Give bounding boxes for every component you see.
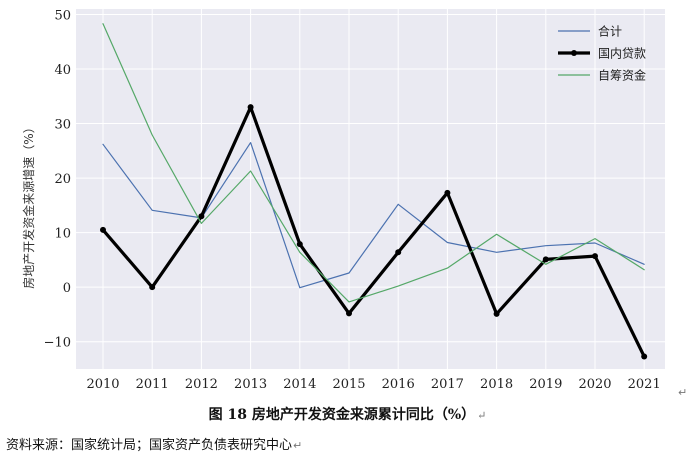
plot-background [76,9,665,369]
series-line [102,142,645,289]
data-point [296,241,303,248]
x-tick-label: 2021 [628,377,661,392]
legend-label: 合计 [598,24,622,39]
legend-label: 自筹资金 [598,68,646,83]
caption-return-mark: ↵ [477,409,487,422]
y-tick-labels: −10 0 10 20 30 40 50 [44,8,71,350]
series-line [101,105,646,359]
x-tick-label: 2010 [86,377,119,392]
x-tick-label: 2011 [136,377,169,392]
x-axis-end-mark: ↵ [678,386,687,399]
x-tick-label: 2019 [529,377,562,392]
x-tick-label: 2015 [332,377,365,392]
y-tick-label: 20 [54,172,71,187]
data-point [542,256,549,263]
x-tick-label: 2012 [185,377,218,392]
data-point [444,189,451,196]
gridlines [76,9,665,369]
data-point [346,310,352,317]
data-point [395,249,402,256]
figure-caption: 图 18 房地产开发资金来源累计同比（%） ↵ [0,404,695,424]
data-point [198,213,205,220]
y-tick-label: 30 [54,118,71,133]
series-group [100,23,648,360]
source-return-mark: ↵ [293,439,303,452]
x-tick-label: 2013 [234,377,267,392]
y-tick-label: −10 [44,336,71,351]
legend-label: 国内贷款 [598,47,646,61]
y-axis-label: 房地产开发资金来源增速（%） [21,121,36,288]
data-point [592,253,598,260]
data-point [641,353,648,360]
caption-text: 图 18 房地产开发资金来源累计同比（%） [208,407,476,423]
x-tick-label: 2017 [431,377,464,392]
x-tick-label: 2016 [382,377,415,392]
data-point [149,284,156,291]
x-tick-label: 2018 [480,377,513,392]
data-point [493,310,500,317]
y-tick-label: 10 [54,227,71,242]
data-point [100,226,106,233]
y-tick-label: 40 [54,63,71,78]
legend-marker [571,50,577,56]
y-tick-label: 50 [54,8,71,23]
x-tick-label: 2020 [578,377,611,392]
source-text: 资料来源：国家统计局；国家资产负债表研究中心 [6,438,293,453]
series-line [102,23,645,303]
x-tick-labels: 2010 2011 2012 2013 2014 2015 2016 2017 2018 2019… [86,377,660,392]
x-tick-label: 2014 [283,377,316,392]
data-source-note: 资料来源：国家统计局；国家资产负债表研究中心↵ [6,434,302,453]
data-point [247,104,254,111]
y-tick-label: 0 [63,281,71,296]
